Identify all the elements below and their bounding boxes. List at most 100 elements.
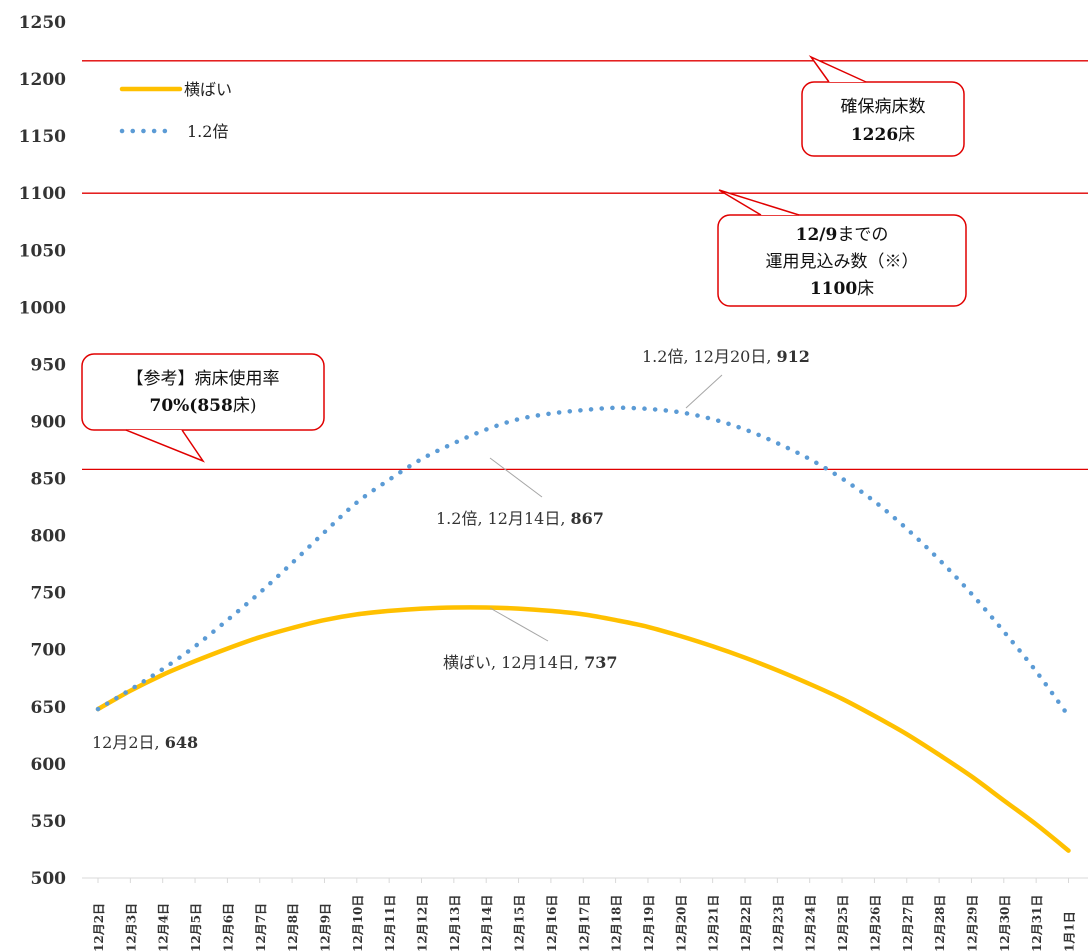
data-point-s1-10 (421, 459, 422, 460)
y-tick-label: 1050 (19, 241, 66, 261)
x-tick-label: 12月17日 (577, 895, 591, 952)
callout-pointer (808, 55, 867, 83)
x-tick-label: 12月19日 (642, 895, 656, 952)
data-labels: 12月2日, 648 横ばい, 12月14日, 737 1.2倍, 12月14日, … (92, 347, 810, 752)
x-tick-label: 12月5日 (189, 903, 203, 952)
x-tick-label: 12月18日 (610, 895, 624, 952)
x-tick-label: 12月6日 (221, 903, 235, 952)
x-tick-label: 12月2日 (92, 903, 106, 952)
x-tick-label: 12月31日 (1030, 895, 1044, 952)
data-point-s1-24 (874, 501, 875, 502)
callout-line: 確保病床数 (841, 97, 926, 117)
y-tick-label: 900 (31, 412, 67, 432)
data-label: 横ばい, 12月14日, 737 (443, 653, 617, 672)
x-tick-label: 1月1日 (1063, 911, 1077, 952)
data-label: 12月2日, 648 (92, 733, 198, 752)
data-point-s1-28 (1003, 631, 1004, 632)
series-line-0 (95, 605, 1071, 853)
legend: 横ばい 1.2倍 (119, 80, 232, 141)
data-point-s1-29 (1036, 671, 1037, 672)
data-point-s1-5 (259, 592, 260, 593)
callout-pointer (125, 429, 205, 463)
reference-lines (82, 60, 1088, 471)
y-tick-label: 650 (31, 698, 67, 718)
data-point-s1-18 (680, 412, 681, 413)
x-tick-label: 12月14日 (480, 895, 494, 952)
data-point-s1-11 (453, 443, 454, 444)
data-point-s1-16 (615, 407, 616, 408)
x-tick-label: 12月7日 (254, 903, 268, 952)
callout-2: 【参考】病床使用率 70%(858床) (81, 353, 325, 463)
y-tick-label: 1150 (19, 127, 66, 147)
y-tick-label: 800 (31, 527, 67, 547)
data-point-s1-19 (712, 419, 713, 420)
x-tick-label: 12月29日 (965, 895, 979, 952)
x-tick-label: 12月23日 (771, 895, 785, 952)
data-label: 1.2倍, 12月20日, 912 (642, 347, 810, 366)
callout-line: 【参考】病床使用率 (127, 368, 280, 389)
x-tick-label: 12月9日 (318, 903, 332, 952)
y-tick-label: 1100 (19, 184, 66, 204)
callout-line: 1226床 (851, 125, 915, 145)
data-point-s1-26 (939, 559, 940, 560)
y-tick-label: 750 (31, 584, 67, 604)
series-layer (95, 405, 1071, 853)
x-tick-label: 12月28日 (933, 895, 947, 952)
x-tick-label: 12月20日 (674, 895, 688, 952)
x-tick-label: 12月12日 (416, 895, 430, 952)
x-tick-label: 12月16日 (545, 895, 559, 952)
y-tick-label: 1250 (19, 13, 66, 33)
x-tick-label: 12月30日 (998, 895, 1012, 952)
x-tick-label: 12月27日 (901, 895, 915, 952)
x-tick-label: 12月10日 (351, 895, 365, 952)
callout-box (81, 353, 325, 431)
data-label-leader (489, 607, 549, 642)
data-point-s1-22 (809, 459, 810, 460)
x-tick-label: 12月13日 (448, 895, 462, 952)
y-tick-label: 950 (31, 355, 67, 375)
callout-box (801, 81, 965, 157)
y-tick-label: 700 (31, 641, 67, 661)
x-tick-label: 12月21日 (707, 895, 721, 952)
x-tick-label: 12月24日 (804, 895, 818, 952)
legend-item-1: 1.2倍 (119, 122, 228, 141)
callout-line: 運用見込み数（※） (766, 252, 919, 272)
x-tick-label: 12月11日 (383, 895, 397, 952)
data-label-leader (489, 457, 543, 498)
data-point-s1-4 (227, 620, 228, 621)
legend-item-0: 横ばい (119, 80, 232, 99)
x-axis: 12月2日 12月3日 12月4日 12月5日 12月6日 12月7日 12月8日 12月9日… (82, 877, 1088, 952)
y-axis: 1250 1200 1150 1100 1050 1000 950 900 850 800 750 7… (19, 13, 66, 889)
callout-box (717, 214, 967, 307)
x-tick-label: 12月15日 (513, 895, 527, 952)
callout-pointer (718, 189, 800, 216)
x-tick-label: 12月8日 (286, 903, 300, 952)
data-label-leader (685, 374, 723, 409)
legend-label: 1.2倍 (187, 122, 228, 141)
x-tick-label: 12月25日 (836, 895, 850, 952)
y-tick-label: 500 (31, 869, 67, 889)
x-tick-label: 12月26日 (868, 895, 882, 952)
x-tick-label: 12月22日 (739, 895, 753, 952)
data-point-s1-25 (906, 528, 907, 529)
callout-line: 1100床 (810, 279, 874, 299)
data-label: 1.2倍, 12月14日, 867 (436, 509, 604, 528)
data-point-s1-17 (647, 408, 648, 409)
y-tick-label: 550 (31, 812, 67, 832)
x-tick-label: 12月3日 (124, 903, 138, 952)
data-point-s1-30 (1068, 715, 1069, 716)
callout-line: 12/9までの (796, 225, 889, 245)
x-tick-label: 12月4日 (157, 903, 171, 952)
y-tick-label: 850 (31, 470, 67, 490)
legend-label: 横ばい (184, 80, 232, 99)
data-point-s1-15 (583, 410, 584, 411)
y-tick-label: 1200 (19, 70, 66, 90)
callout-line: 70%(858床) (150, 396, 257, 416)
data-point-s1-20 (745, 429, 746, 430)
callout-0: 確保病床数 1226床 (801, 55, 965, 157)
y-tick-label: 600 (31, 755, 67, 775)
y-tick-label: 1000 (19, 298, 66, 318)
